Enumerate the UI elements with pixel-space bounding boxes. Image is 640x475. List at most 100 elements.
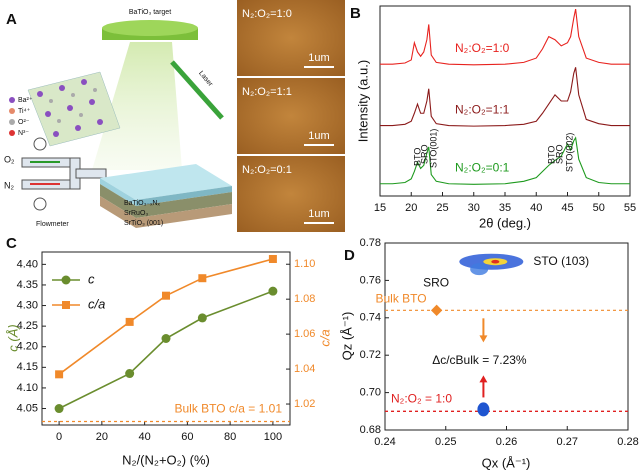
- annotation: Δc/cBulk = 7.23%: [432, 353, 527, 367]
- ion-dot: [9, 130, 15, 136]
- y-tick-label: 0.68: [360, 424, 381, 436]
- marker: [197, 313, 207, 323]
- peak-label: BTO: [546, 146, 556, 164]
- y2-tick-label: 1.10: [294, 258, 315, 270]
- panel-a: A BaTiO₃ target Laser Ba²⁺ Ti⁴⁺ O²⁻ N³⁻ …: [4, 0, 345, 232]
- series-line: [380, 136, 630, 185]
- marker: [198, 274, 207, 283]
- x-tick-label: 80: [224, 431, 236, 443]
- x-tick-label: 20: [405, 202, 417, 214]
- marker: [125, 369, 135, 379]
- peak-label: SRO: [423, 275, 449, 289]
- target-label: BaTiO₃ target: [129, 9, 171, 16]
- x-axis-label: N₂/(N₂+O₂) (%): [122, 452, 210, 467]
- y-tick-label: 0.76: [360, 274, 381, 286]
- y-tick-label: 0.70: [360, 387, 381, 399]
- layer-label: SrTiO₃ (001): [124, 220, 163, 227]
- y-tick-label: 4.05: [17, 402, 38, 414]
- gas-label: N₂: [4, 180, 14, 190]
- y2-tick-label: 1.02: [294, 398, 315, 410]
- ion-dot: [9, 119, 15, 125]
- layer-label: BaTiO₃₋ₓNₓ: [124, 200, 160, 207]
- y-tick-label: 0.72: [360, 349, 381, 361]
- layer-label: SrRuO₃: [124, 210, 148, 217]
- ion-label: O²⁻: [18, 119, 30, 126]
- y2-axis-label: c/a: [317, 329, 332, 346]
- x-tick-label: 0.27: [557, 436, 578, 448]
- x-tick-label: 40: [138, 431, 150, 443]
- marker: [54, 404, 64, 414]
- y-tick-label: 4.15: [17, 361, 38, 373]
- x-axis-label: Qx (Å⁻¹): [482, 455, 531, 470]
- legend-marker: [62, 301, 70, 309]
- afm-label: N₂:O₂=0:1: [242, 164, 292, 176]
- x-tick-label: 0.26: [496, 436, 517, 448]
- laser-beam: [170, 60, 224, 120]
- y-tick-label: 0.74: [360, 312, 381, 324]
- y-tick-label: 4.35: [17, 279, 38, 291]
- ion-label: Ti⁴⁺: [18, 108, 31, 115]
- panel-label: D: [344, 247, 355, 264]
- marker: [268, 286, 278, 296]
- x-tick-label: 0.28: [617, 436, 638, 448]
- scale-label: 1um: [308, 208, 329, 220]
- afm-image: [237, 156, 345, 232]
- laser-label: Laser: [197, 70, 214, 88]
- x-tick-label: 35: [499, 202, 511, 214]
- ion-dot: [9, 108, 15, 114]
- y-axis-label: Qz (Å⁻¹): [339, 312, 354, 361]
- y-tick-label: 0.78: [360, 237, 381, 249]
- x-axis-label: 2θ (deg.): [479, 215, 531, 230]
- panel-label: B: [350, 5, 361, 22]
- peak-label: STO(002): [564, 133, 574, 172]
- reference-label: Bulk BTO c/a = 1.01: [174, 402, 282, 416]
- legend-label: c/a: [88, 296, 105, 311]
- peak-label: STO(001): [428, 129, 438, 168]
- peak-core: [491, 259, 500, 264]
- film-layer: [100, 164, 232, 200]
- legend-label: c: [88, 271, 95, 286]
- peak: [477, 402, 490, 417]
- x-tick-label: 30: [468, 202, 480, 214]
- marker: [162, 291, 170, 300]
- y2-tick-label: 1.04: [294, 363, 315, 375]
- x-tick-label: 45: [561, 202, 573, 214]
- x-tick-label: 50: [593, 202, 605, 214]
- afm-image: [237, 0, 345, 76]
- y-tick-label: 4.20: [17, 341, 38, 353]
- lattice-atoms: [37, 79, 103, 137]
- ion-label: N³⁻: [18, 130, 29, 137]
- ion-label: Ba²⁺: [18, 97, 33, 104]
- x-tick-label: 0.25: [435, 436, 456, 448]
- peak-label: SRO: [419, 144, 429, 164]
- x-tick-label: 15: [374, 202, 386, 214]
- y-axis-label: Intensity (a.u.): [355, 60, 370, 142]
- y-tick-label: 4.30: [17, 299, 38, 311]
- marker: [55, 370, 64, 379]
- x-tick-label: 100: [264, 431, 282, 443]
- series-label: N₂:O₂=1:0: [455, 41, 510, 55]
- y-tick-label: 4.25: [17, 320, 38, 332]
- ion-dot: [9, 97, 15, 103]
- series-line: [380, 8, 630, 66]
- point-label: Bulk BTO: [375, 291, 426, 305]
- panel-label: C: [6, 235, 17, 252]
- sto-layer: [100, 196, 232, 228]
- y2-tick-label: 1.06: [294, 328, 315, 340]
- afm-image: [237, 78, 345, 154]
- series-label: N₂:O₂=0:1: [455, 161, 510, 175]
- y-axis-label: c (Å): [5, 324, 20, 351]
- plume: [92, 42, 182, 170]
- afm-label: N₂:O₂=1:0: [242, 8, 292, 20]
- plot-frame: [41, 251, 291, 426]
- panel-label: A: [6, 11, 17, 28]
- marker: [125, 317, 134, 326]
- x-tick-label: 25: [436, 202, 448, 214]
- legend-marker: [61, 275, 71, 285]
- film-front: [100, 178, 136, 206]
- arrow-head: [479, 335, 488, 343]
- lattice: [27, 71, 121, 147]
- y-tick-label: 4.10: [17, 382, 38, 394]
- scale-label: 1um: [308, 130, 329, 142]
